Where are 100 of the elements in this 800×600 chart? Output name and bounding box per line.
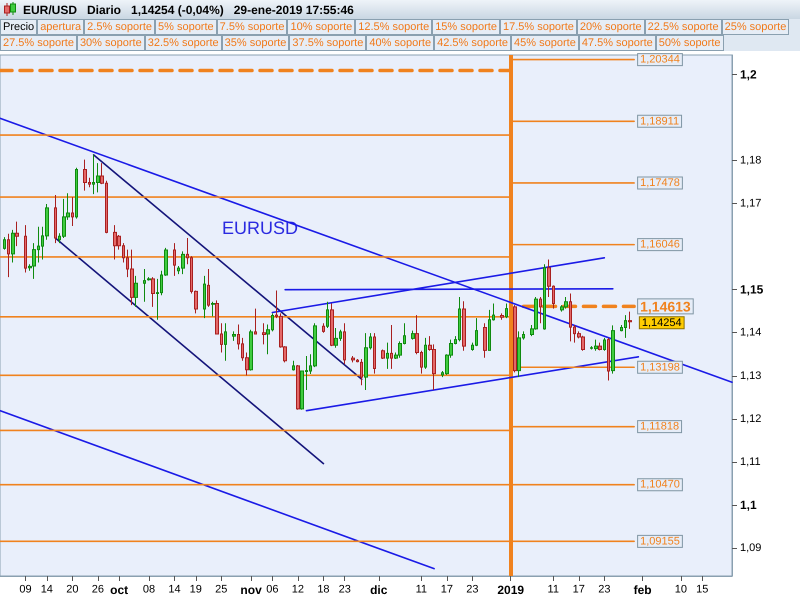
text: 35% soporte [222, 35, 290, 51]
text: 7.5% soporte [216, 19, 288, 35]
candlestick [343, 322, 346, 365]
candlestick [458, 296, 461, 342]
candlestick [134, 275, 138, 308]
y-tick-label: 1,1 [740, 498, 758, 512]
candlestick [603, 337, 606, 352]
candlestick [517, 330, 521, 378]
text: 50% soporte [656, 35, 724, 51]
data-label: 1,17478 [640, 176, 680, 189]
text: 20% soporte [576, 19, 645, 35]
x-tick-label: 23 [598, 584, 610, 596]
candlestick [173, 242, 176, 276]
x-tick-label: 11 [416, 584, 428, 596]
candlestick [351, 355, 355, 363]
candlestick [24, 224, 27, 273]
x-tick-label: 15 [696, 584, 708, 596]
candlestick [564, 296, 568, 310]
text: 27.5% soporte [0, 35, 77, 51]
candlestick [151, 276, 155, 308]
data-label: 1,11818 [640, 420, 680, 433]
x-tick-label: 17 [572, 584, 585, 596]
x-tick-label: 23 [338, 584, 351, 596]
candlestick [113, 224, 117, 260]
text: 10% soporte [287, 19, 356, 35]
x-tick-label: 14 [168, 584, 181, 596]
data-label: 1,09155 [640, 535, 680, 548]
candlestick [296, 364, 300, 410]
chart-title: EUR/USD Diario 1,14254 (-0,04%) 29-ene-2019 17:55:46 [23, 2, 354, 16]
candlestick [628, 311, 632, 330]
text: 47.5% soporte [578, 35, 656, 51]
candlestick [611, 324, 615, 374]
candlestick [483, 322, 487, 358]
candlestick [364, 332, 368, 390]
candlestick [390, 324, 393, 370]
candlestick [373, 332, 376, 374]
x-tick-label: 12 [292, 584, 304, 596]
x-tick-label: 10 [674, 584, 688, 596]
x-tick-label: feb [634, 583, 652, 597]
candlestick [54, 194, 57, 244]
x-tick-label: 20 [66, 584, 78, 596]
text: apertura [37, 19, 84, 35]
y-tick-label: 1,14 [740, 326, 762, 339]
data-label: 1,13198 [640, 361, 680, 374]
candlestick [543, 264, 546, 330]
x-tick-label: 26 [92, 584, 104, 596]
candlestick [224, 322, 227, 362]
candlestick [3, 236, 6, 250]
candlestick [254, 308, 257, 335]
x-tick-label: 2019 [497, 583, 524, 597]
x-tick-label: 17 [440, 584, 453, 596]
text: 2.5% soporte [84, 19, 155, 35]
text: Precio [0, 19, 38, 35]
x-tick-label: 14 [40, 584, 53, 596]
y-tick-label: 1,13 [740, 370, 762, 382]
candlestick [424, 337, 427, 370]
candlestick [475, 318, 478, 347]
candlestick [462, 300, 466, 352]
candlestick [500, 312, 504, 320]
candlestick [594, 339, 598, 352]
y-tick-label: 1,18 [740, 154, 762, 166]
x-tick-label: 18 [317, 584, 330, 596]
candlestick [83, 159, 87, 192]
candlestick [581, 335, 585, 352]
candlestick [513, 304, 517, 373]
x-tick-label: oct [110, 583, 128, 597]
x-tick-label: 23 [466, 584, 479, 596]
candlestick [262, 322, 266, 345]
y-tick-label: 1,09 [740, 542, 762, 554]
text: 42.5% soporte [434, 35, 512, 51]
data-label: 1,20344 [640, 54, 680, 66]
candlestick [292, 360, 295, 372]
text: 30% soporte [76, 35, 145, 51]
x-tick-label: 25 [215, 584, 228, 596]
candlestick [598, 342, 602, 351]
candlestick [326, 301, 329, 328]
candlestick [607, 337, 610, 382]
text: 15% soporte [432, 19, 500, 35]
y-tick-label: 1,2 [740, 67, 758, 82]
candlestick [411, 330, 415, 340]
candlestick [360, 358, 363, 386]
data-label: 1,16046 [640, 238, 680, 251]
x-tick-label: 06 [266, 584, 278, 596]
candlestick [249, 329, 253, 372]
candlestick [75, 167, 78, 220]
candlestick [232, 330, 236, 342]
y-tick-label: 1,11 [740, 456, 761, 468]
text: 12.5% soporte [355, 19, 432, 35]
candlestick [181, 250, 185, 275]
candlestick [207, 268, 210, 308]
candlestick [7, 233, 10, 278]
x-tick-label: 09 [19, 584, 32, 596]
text: 5% soporte [155, 19, 217, 35]
text: 45% soporte [511, 35, 579, 51]
candlestick [539, 296, 542, 324]
text: 40% soporte [366, 35, 434, 51]
data-label: 1,18911 [640, 115, 680, 128]
x-tick-label: 11 [548, 584, 559, 596]
candlestick [203, 275, 206, 319]
candlestick [322, 322, 325, 334]
